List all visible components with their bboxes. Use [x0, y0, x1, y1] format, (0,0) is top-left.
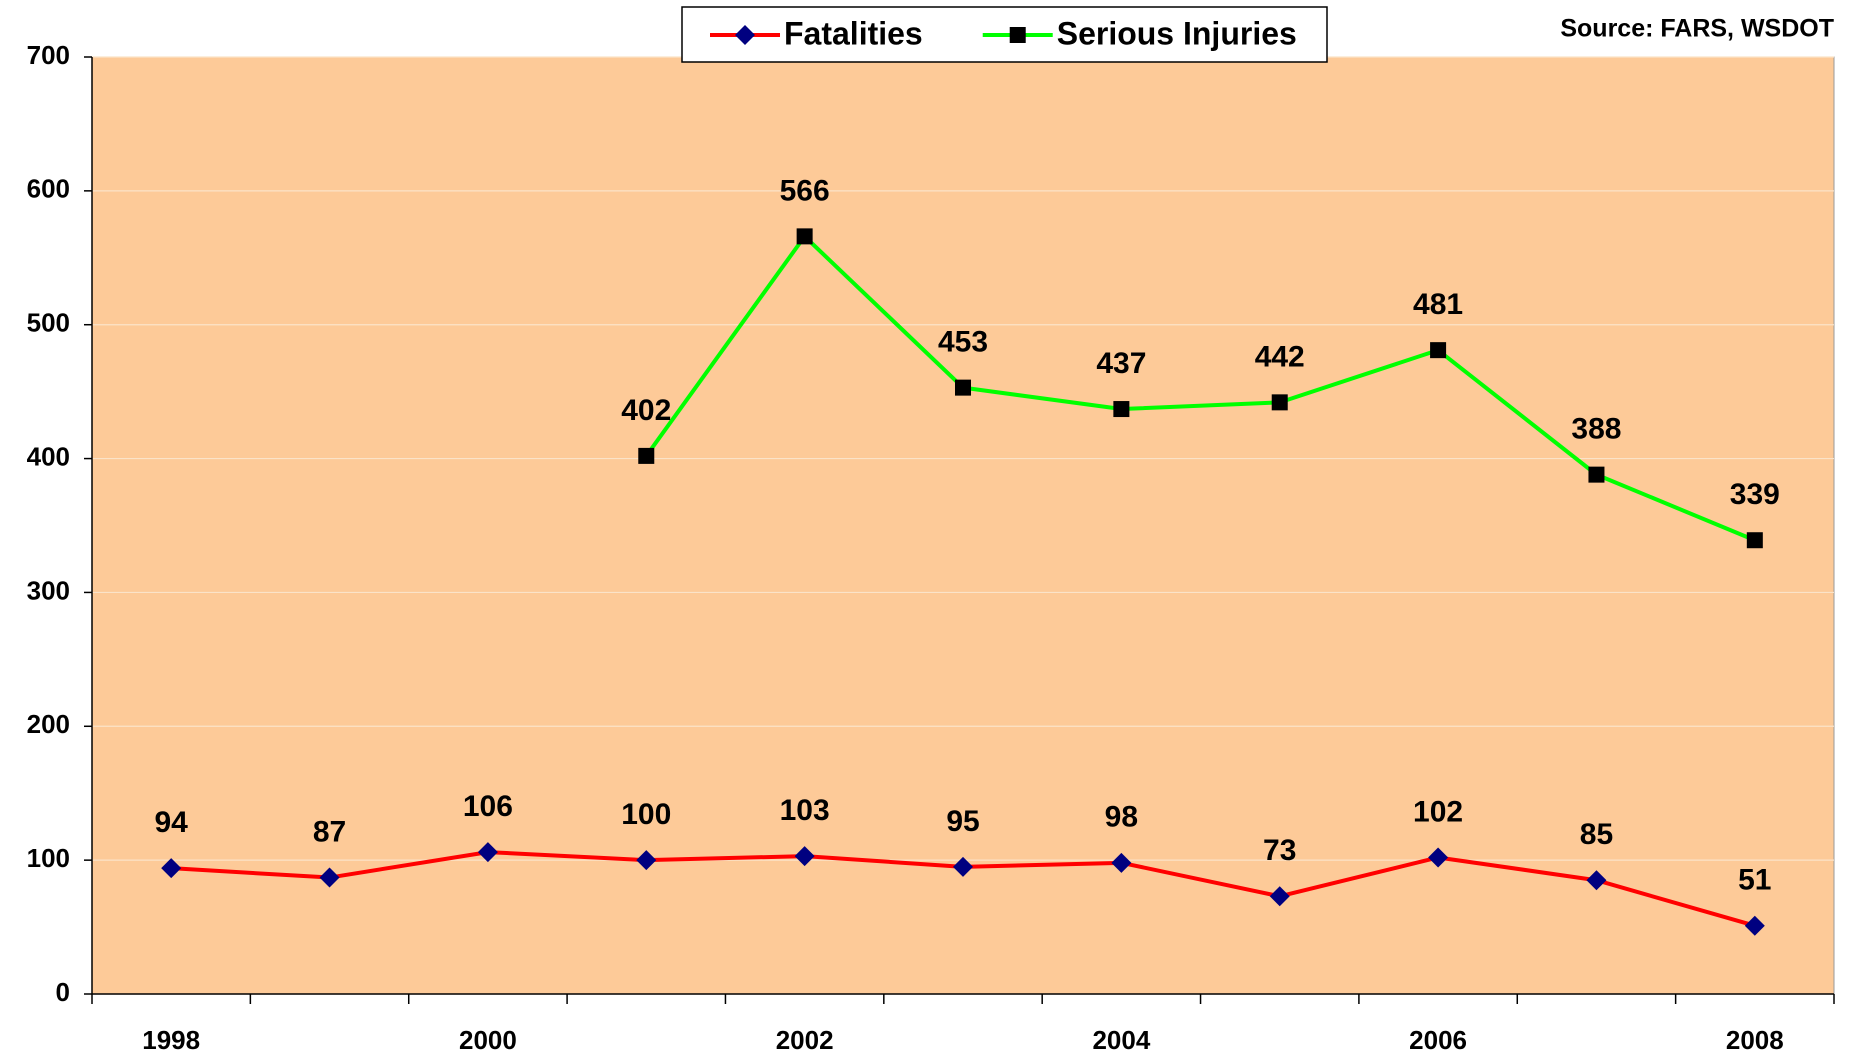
marker: [638, 447, 655, 464]
marker: [955, 379, 971, 396]
data-label: 437: [1096, 347, 1146, 380]
marker: [161, 858, 182, 879]
marker: [796, 228, 813, 245]
data-label: 103: [780, 794, 830, 827]
data-label: 94: [154, 806, 188, 839]
data-label: 87: [313, 815, 346, 848]
marker: [1744, 915, 1765, 936]
data-label: 388: [1571, 413, 1621, 446]
data-label: 442: [1255, 340, 1305, 373]
legend-label: Fatalities: [784, 15, 923, 51]
data-label: 566: [780, 174, 830, 207]
data-label: 453: [938, 326, 988, 359]
plot-area: [91, 56, 1835, 995]
marker: [1009, 27, 1026, 43]
marker: [1269, 886, 1290, 907]
source-note: Source: FARS, WSDOT: [1560, 15, 1834, 43]
data-label: 85: [1580, 818, 1613, 851]
x-tick-label: 1998: [142, 1025, 200, 1055]
data-label: 51: [1738, 864, 1771, 897]
marker: [1111, 852, 1132, 873]
y-tick-label: 600: [27, 174, 70, 204]
x-tick-label: 2000: [459, 1025, 517, 1055]
data-label: 73: [1263, 834, 1296, 867]
marker: [636, 850, 657, 871]
data-label: 95: [946, 805, 979, 838]
y-tick-label: 400: [27, 441, 70, 471]
marker: [319, 867, 340, 888]
y-tick-label: 300: [27, 575, 70, 605]
marker: [735, 25, 755, 45]
marker: [1586, 870, 1607, 891]
data-label: 402: [621, 394, 671, 427]
legend: Fatalities Serious Injuries: [681, 6, 1328, 63]
x-tick-label: 2004: [1092, 1025, 1150, 1055]
x-tick-label: 2002: [776, 1025, 834, 1055]
marker: [1588, 466, 1605, 483]
y-tick-label: 700: [27, 40, 70, 70]
y-tick-label: 200: [27, 709, 70, 739]
y-tick-label: 100: [27, 843, 70, 873]
data-label: 481: [1413, 288, 1463, 321]
marker: [1746, 532, 1763, 549]
data-label: 98: [1105, 801, 1138, 834]
series-line: [644, 234, 1756, 543]
y-tick-label: 500: [27, 308, 70, 338]
data-label: 100: [621, 798, 671, 831]
x-tick-label: 2008: [1726, 1025, 1784, 1055]
marker: [1430, 342, 1447, 359]
marker: [1271, 394, 1288, 411]
marker: [477, 842, 498, 863]
data-label: 339: [1730, 478, 1780, 511]
marker: [953, 856, 973, 877]
x-tick-label: 2006: [1409, 1025, 1467, 1055]
marker: [1428, 847, 1449, 868]
marker: [1113, 401, 1130, 418]
marker: [794, 846, 815, 867]
data-label: 106: [463, 790, 513, 823]
legend-label: Serious Injuries: [1057, 15, 1297, 51]
data-label: 102: [1413, 795, 1463, 828]
y-tick-label: 0: [56, 977, 70, 1007]
